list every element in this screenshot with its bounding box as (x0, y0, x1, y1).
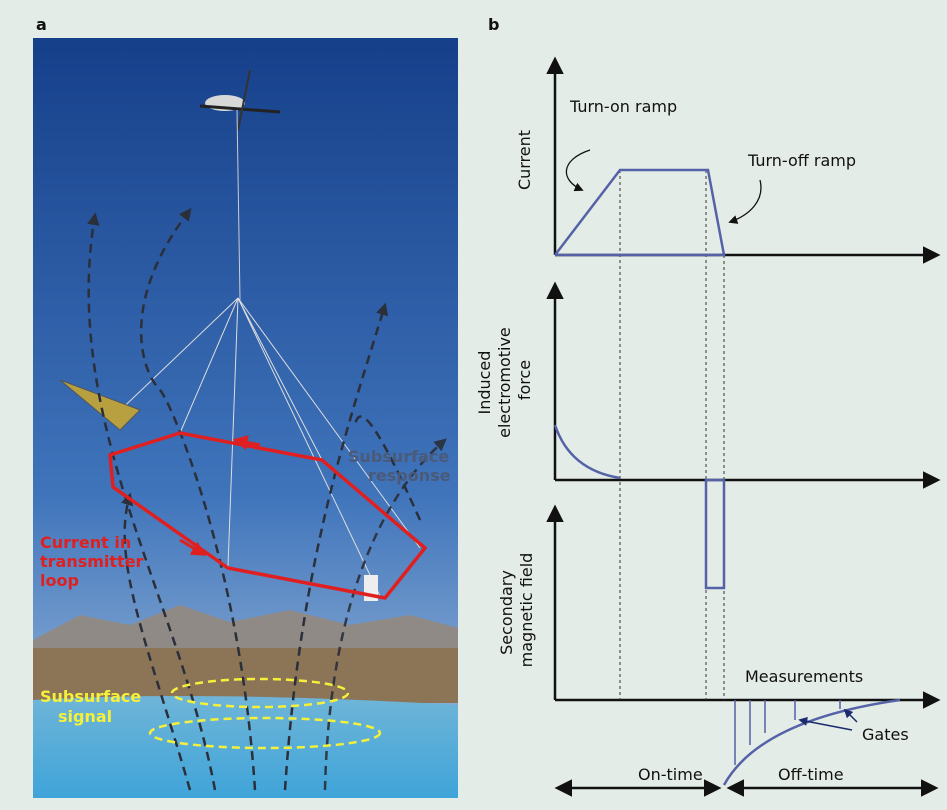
annotation: Off-time (778, 765, 844, 784)
axis-label: Induced electromotive force (475, 322, 534, 438)
annotation: On-time (638, 765, 703, 784)
panel-label: b (488, 15, 499, 34)
annotation: Turn-off ramp (747, 151, 856, 170)
annotation: Gates (862, 725, 909, 744)
photo (33, 38, 458, 798)
annotation: Turn-on ramp (569, 97, 677, 116)
figure: a Subsurface response Current in transmi… (0, 0, 947, 810)
panel-label: a (36, 15, 47, 34)
annotation: Measurements (745, 667, 863, 686)
axis-label: Secondary magnetic field (497, 553, 536, 668)
axis-label: Current (515, 130, 534, 190)
